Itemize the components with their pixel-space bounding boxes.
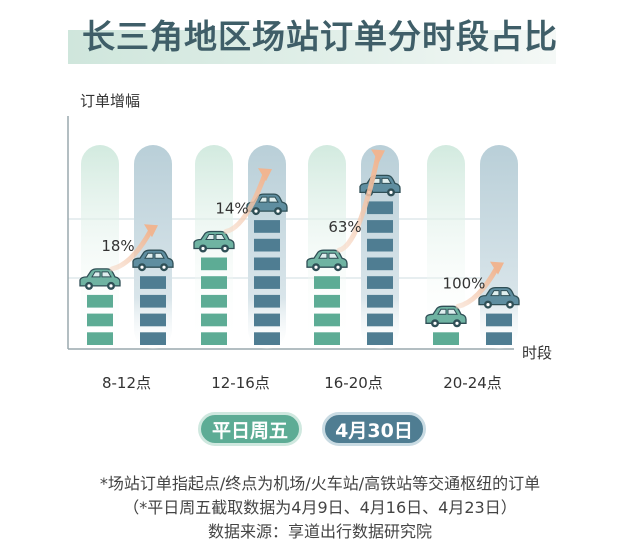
weekday-car-icon xyxy=(79,268,121,290)
holiday-block xyxy=(254,220,280,233)
x-axis-label: 时段 xyxy=(522,344,552,362)
holiday-block xyxy=(140,294,166,308)
weekday-block xyxy=(87,332,113,345)
holiday-block xyxy=(486,313,512,327)
growth-arrowhead xyxy=(371,149,385,163)
growth-arrowhead xyxy=(490,261,504,275)
legend-holiday: 4月30日 xyxy=(322,412,426,446)
holiday-block xyxy=(254,257,280,271)
weekday-block xyxy=(314,332,340,345)
x-tick-label: 16-20点 xyxy=(324,374,383,392)
weekday-block xyxy=(314,313,340,327)
weekday-block xyxy=(87,294,113,308)
weekday-block xyxy=(314,294,340,308)
weekday-block xyxy=(201,313,227,327)
holiday-block xyxy=(140,276,166,289)
weekday-block xyxy=(433,332,459,345)
holiday-block xyxy=(367,332,393,345)
growth-label: 14% xyxy=(215,200,248,218)
weekday-track xyxy=(427,145,465,349)
growth-arrow xyxy=(223,171,268,234)
holiday-block xyxy=(254,294,280,308)
weekday-block xyxy=(201,276,227,289)
holiday-car-icon xyxy=(132,249,174,272)
chart-area: 18% 8-12点 14% 12-16点 63% 16-20点 100% 20-24点 订单增… xyxy=(67,92,552,392)
footnote-definition: *场站订单指起点/终点为机场/火车站/高铁站等交通枢纽的订单 xyxy=(99,474,541,493)
holiday-block xyxy=(367,220,393,233)
weekday-car-icon xyxy=(425,305,467,328)
growth-label: 63% xyxy=(328,218,361,236)
growth-arrowhead xyxy=(144,224,158,238)
holiday-block xyxy=(254,313,280,327)
growth-arrow xyxy=(109,227,154,272)
weekday-car-icon xyxy=(306,249,348,272)
holiday-block xyxy=(367,238,393,252)
holiday-block xyxy=(140,313,166,327)
weekday-block xyxy=(314,276,340,289)
chart-title: 长三角地区场站订单分时段占比 xyxy=(82,17,558,56)
growth-label: 100% xyxy=(443,274,486,292)
holiday-block xyxy=(367,313,393,327)
holiday-car-icon xyxy=(478,286,520,309)
weekday-block xyxy=(201,294,227,308)
growth-arrow xyxy=(336,152,381,253)
holiday-block xyxy=(254,276,280,289)
footnote-dates: （*平日周五截取数据为4月9日、4月16日、4月23日） xyxy=(123,498,517,517)
x-tick-label: 8-12点 xyxy=(102,374,151,392)
holiday-block xyxy=(367,201,393,215)
x-tick-label: 20-24点 xyxy=(443,374,502,392)
holiday-block xyxy=(367,257,393,271)
weekday-car-icon xyxy=(193,230,235,253)
x-tick-label: 12-16点 xyxy=(211,374,270,392)
growth-label: 18% xyxy=(101,237,134,255)
title-band xyxy=(68,30,556,64)
holiday-block xyxy=(367,294,393,308)
weekday-block xyxy=(87,313,113,327)
holiday-block xyxy=(140,332,166,345)
growth-arrowhead xyxy=(258,168,272,182)
growth-arrow xyxy=(455,265,500,309)
y-axis-label: 订单增幅 xyxy=(80,92,140,110)
holiday-block xyxy=(367,276,393,289)
holiday-block xyxy=(486,332,512,345)
holiday-block xyxy=(254,238,280,252)
holiday-block xyxy=(254,332,280,345)
footnote-source: 数据来源：享道出行数据研究院 xyxy=(207,522,432,541)
weekday-block xyxy=(201,332,227,345)
weekday-block xyxy=(201,257,227,271)
legend-weekday: 平日周五 xyxy=(198,412,302,446)
